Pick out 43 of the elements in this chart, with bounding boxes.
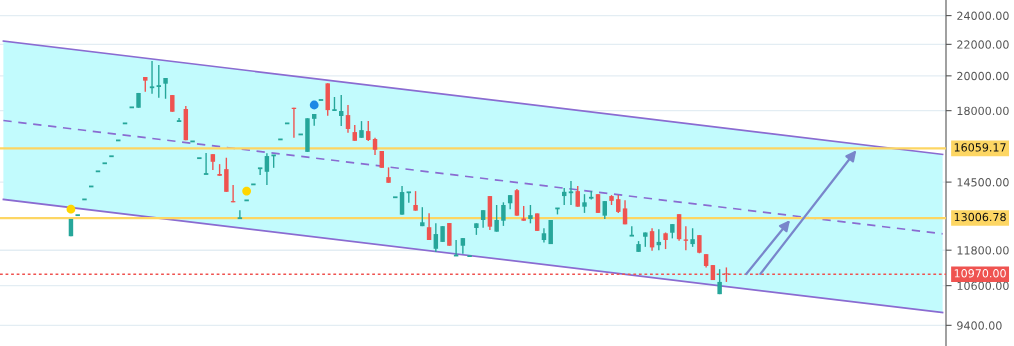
- y-tick-label: 24000.00: [957, 11, 1009, 20]
- candlestick: [399, 185, 405, 216]
- candlestick: [405, 191, 412, 204]
- point: [66, 204, 76, 214]
- ref-line-label: 13006.78: [954, 212, 1006, 222]
- candlestick: [339, 94, 344, 127]
- candlestick: [366, 120, 371, 142]
- candlestick: [582, 193, 587, 214]
- candlestick: [622, 199, 628, 226]
- candlestick: [224, 157, 229, 193]
- y-tick-label: 20000.00: [957, 71, 1009, 81]
- candlestick: [345, 104, 351, 134]
- point: [242, 186, 252, 196]
- candlestick: [690, 227, 695, 248]
- candlestick: [202, 152, 210, 175]
- candlestick: [236, 209, 244, 220]
- candlestick: [494, 204, 499, 233]
- point: [309, 100, 319, 110]
- candlestick: [528, 204, 533, 225]
- candlestick: [447, 222, 452, 247]
- y-tick-label: 14500.00: [957, 178, 1009, 187]
- y-tick-label: 11800.00: [957, 246, 1009, 255]
- y-tick-label: 10600.00: [957, 281, 1009, 291]
- candlestick: [155, 64, 162, 99]
- candlestick: [257, 167, 264, 176]
- candlestick: [175, 117, 183, 123]
- candlestick: [163, 77, 168, 100]
- candlestick: [575, 185, 580, 208]
- candlestick: [683, 225, 689, 251]
- y-tick-label: 22000.00: [957, 40, 1009, 49]
- y-tick-label: 9400.00: [957, 321, 1002, 330]
- ref-line-label: 16059.17: [954, 143, 1006, 152]
- candlestick: [717, 268, 722, 295]
- candlestick: [264, 152, 270, 186]
- candlestick: [148, 60, 156, 95]
- ref-line-label: 10970.00: [954, 269, 1006, 278]
- candlestick: [433, 222, 439, 253]
- candlestick: [413, 190, 418, 212]
- candlestick: [595, 193, 601, 214]
- candlestick: [567, 180, 575, 206]
- y-tick-label: 18000.00: [957, 106, 1009, 116]
- candlestick: [501, 201, 506, 227]
- candlestick: [426, 212, 432, 241]
